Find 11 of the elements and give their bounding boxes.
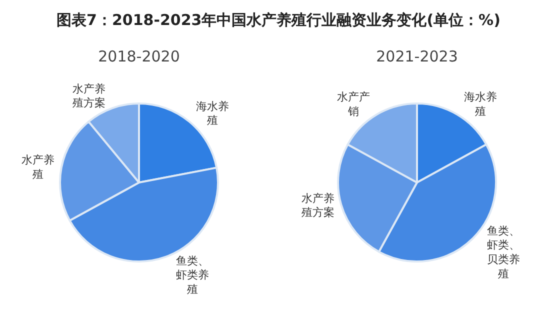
slice-label: 水产养殖方案 xyxy=(301,192,334,220)
slice-label: 鱼类、虾类养殖 xyxy=(176,254,210,296)
slice-label: 水产产销 xyxy=(336,90,370,118)
chart-subtitle: 2018-2020 xyxy=(98,47,180,66)
chart-subtitle: 2021-2023 xyxy=(376,47,458,66)
slice-label: 海水养殖 xyxy=(196,100,230,128)
slice-label: 水产养殖方案 xyxy=(72,82,106,110)
text: 图表7：2018-2023年中国水产养殖行业融资业务变化(单位：%) xyxy=(56,10,502,31)
slice-label: 海水养殖 xyxy=(464,90,498,118)
slice-label: 水产养殖 xyxy=(22,154,55,181)
slice-label: 鱼类、虾类、贝类养殖 xyxy=(486,224,520,280)
